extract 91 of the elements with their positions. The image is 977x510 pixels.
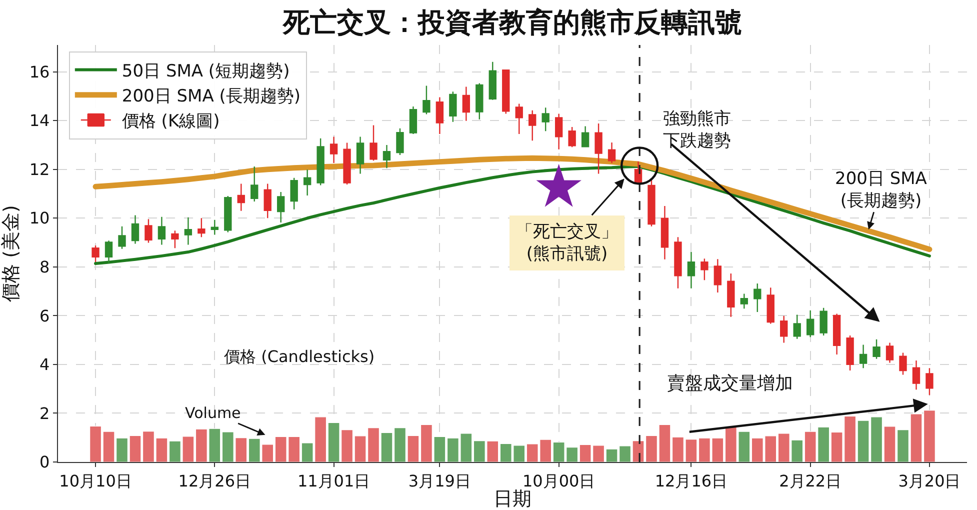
candlestick	[846, 334, 854, 372]
candlestick	[224, 195, 232, 233]
y-tick-label: 10	[29, 208, 50, 228]
candlestick	[542, 107, 550, 132]
y-tick-label: 12	[29, 160, 50, 179]
candlestick	[343, 142, 351, 186]
candlestick	[422, 85, 430, 115]
annotation: 強勁熊市下跌趨勢	[663, 109, 731, 152]
candlestick	[104, 240, 113, 264]
candlestick	[210, 219, 219, 236]
candlestick	[290, 177, 298, 210]
legend-label: 價格 (K線圖)	[122, 112, 220, 132]
candlestick	[198, 218, 206, 238]
candlestick	[727, 272, 735, 318]
chart-title: 死亡交叉：投資者教育的熊市反轉訊號	[282, 7, 742, 38]
candlestick	[660, 205, 669, 260]
candlestick	[409, 106, 418, 135]
candlestick	[832, 313, 841, 356]
y-tick-label: 14	[29, 111, 50, 130]
candlestick	[396, 128, 404, 156]
legend-label: 200日 SMA (長期趨勢)	[122, 86, 301, 107]
candlestick	[436, 96, 444, 135]
candlestick	[131, 214, 140, 244]
candlestick	[766, 287, 774, 324]
candlestick	[171, 230, 179, 249]
candlestick	[687, 251, 696, 289]
candlestick	[648, 179, 656, 228]
x-tick-label: 12月16日	[654, 471, 728, 490]
candlestick	[316, 138, 324, 186]
candlestick	[581, 126, 590, 148]
annotation: 「死亡交叉」 (熊市訊號)	[516, 222, 618, 264]
candlestick	[754, 282, 762, 313]
candlestick	[237, 183, 245, 212]
candlestick	[859, 344, 868, 369]
x-tick-label: 2月22日	[779, 471, 842, 490]
candlestick	[250, 166, 258, 202]
candlestick	[780, 315, 788, 344]
y-tick-label: 16	[29, 62, 50, 82]
candlestick	[700, 258, 708, 281]
candlestick	[277, 191, 285, 224]
candlestick	[820, 307, 828, 336]
x-tick-label: 12月26日	[178, 471, 252, 490]
x-tick-label: 3月19日	[408, 471, 471, 490]
candlestick	[264, 183, 272, 219]
candlestick	[462, 86, 470, 122]
x-tick-label: 3月20日	[898, 471, 961, 490]
candlestick	[356, 136, 364, 174]
candlestick	[608, 142, 616, 164]
candlestick	[554, 113, 563, 150]
candlestick	[476, 82, 484, 120]
y-tick-label: 2	[40, 404, 50, 423]
candlestick	[184, 216, 192, 246]
candlestick	[515, 103, 523, 135]
candlestick	[144, 218, 152, 244]
x-tick-label: 10月00日	[522, 471, 596, 490]
legend-label: 50日 SMA (短期趨勢)	[122, 61, 290, 82]
candlestick	[899, 352, 907, 376]
candlestick	[370, 124, 378, 162]
candlestick	[793, 314, 801, 340]
candlestick	[740, 293, 748, 310]
candlestick	[568, 126, 576, 148]
candlestick	[594, 122, 602, 174]
y-tick-label: 0	[40, 452, 50, 472]
candlestick	[912, 360, 920, 390]
candlestick	[674, 236, 682, 289]
candlestick	[926, 368, 934, 396]
candlestick	[502, 69, 510, 114]
annotation: 賣盤成交量增加	[667, 373, 793, 394]
y-tick-label: 6	[40, 306, 50, 326]
candlestick	[382, 144, 391, 169]
annotation: Volume	[185, 404, 241, 422]
y-axis-title: 價格 (美金)	[0, 205, 22, 302]
y-tick-label: 4	[40, 355, 50, 374]
candlestick	[714, 258, 722, 294]
candlestick	[303, 169, 312, 196]
candlestick	[449, 90, 457, 122]
x-tick-label: 10月10日	[59, 471, 132, 490]
annotation: 200日 SMA (長期趨勢)	[835, 169, 928, 212]
x-axis-title: 日期	[494, 488, 532, 510]
candlestick	[158, 216, 166, 246]
candlestick	[330, 136, 338, 164]
y-tick-label: 8	[40, 258, 50, 277]
candlestick	[528, 110, 536, 142]
x-tick-label: 11月01日	[297, 471, 370, 490]
candlestick	[488, 61, 496, 100]
candlestick	[806, 310, 814, 338]
candlestick	[92, 244, 100, 263]
candlestick	[118, 226, 126, 250]
candlestick	[872, 338, 880, 360]
annotation: 價格 (Candlesticks)	[224, 347, 375, 366]
candlestick	[886, 342, 894, 364]
